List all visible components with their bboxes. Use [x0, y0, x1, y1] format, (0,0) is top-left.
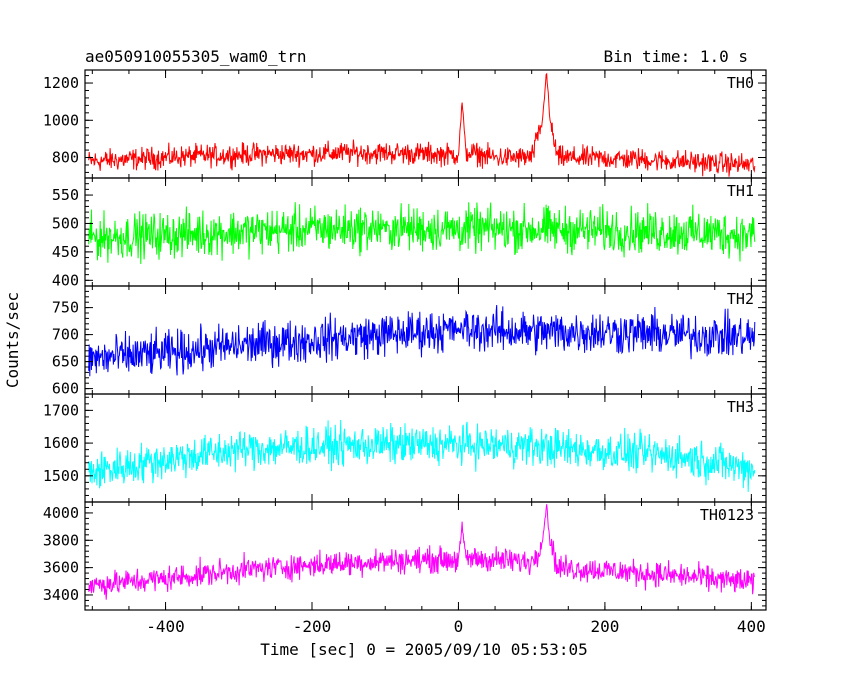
panel-th0: 800 1000 1200 TH0: [43, 69, 767, 179]
y-tick-label: 3800: [43, 531, 79, 549]
y-tick-label: 1000: [43, 111, 79, 129]
panel-th1: 400 450 500 550 TH1: [52, 177, 767, 289]
panel-frame: [84, 501, 767, 611]
y-tick-label: 700: [52, 326, 79, 344]
panel-label: TH0: [727, 74, 754, 92]
chart-title: ae050910055305_wam0_trn: [85, 47, 307, 66]
y-tick-label: 500: [52, 214, 79, 232]
panel-label: TH3: [727, 398, 754, 416]
y-tick-label: 450: [52, 243, 79, 261]
panel-th0123: 3400 3600 3800 4000 TH0123: [43, 501, 767, 611]
panel-frame: [84, 69, 767, 179]
x-tick-label: -400: [146, 617, 185, 636]
x-tick-label: 400: [737, 617, 766, 636]
x-axis: -400 -200 0 200 400: [146, 617, 766, 636]
y-tick-label: 1700: [43, 401, 79, 419]
y-tick-label: 750: [52, 299, 79, 317]
panel-label: TH2: [727, 290, 754, 308]
panel-label: TH1: [727, 182, 754, 200]
panel-frame: [84, 285, 767, 395]
y-tick-label: 1600: [43, 434, 79, 452]
x-axis-label: Time [sec] 0 = 2005/09/10 05:53:05: [260, 640, 588, 659]
bin-time-label: Bin time: 1.0 s: [604, 47, 749, 66]
panel-label: TH0123: [700, 506, 754, 524]
series-line-th3: [88, 419, 756, 492]
y-axis-label: Counts/sec: [3, 292, 22, 388]
series-line-th2: [88, 304, 756, 377]
y-tick-label: 550: [52, 186, 79, 204]
x-tick-label: -200: [293, 617, 332, 636]
y-tick-label: 3400: [43, 586, 79, 604]
y-tick-label: 4000: [43, 504, 79, 522]
y-tick-label: 600: [52, 380, 79, 398]
x-tick-label: 200: [590, 617, 619, 636]
y-tick-label: 800: [52, 149, 79, 167]
y-tick-label: 400: [52, 271, 79, 289]
y-tick-label: 1500: [43, 467, 79, 485]
panels: 800 1000 1200 TH0 400 450 500 550 TH1 600 650 700 75…: [43, 69, 767, 611]
series-line-th0: [88, 72, 756, 177]
series-line-th1: [88, 202, 756, 265]
y-tick-label: 650: [52, 353, 79, 371]
panel-th2: 600 650 700 750 TH2: [52, 285, 767, 398]
y-tick-label: 1200: [43, 74, 79, 92]
panel-th3: 1500 1600 1700 TH3: [43, 393, 767, 503]
x-tick-label: 0: [454, 617, 464, 636]
y-tick-label: 3600: [43, 559, 79, 577]
series-line-th0123: [88, 504, 756, 600]
